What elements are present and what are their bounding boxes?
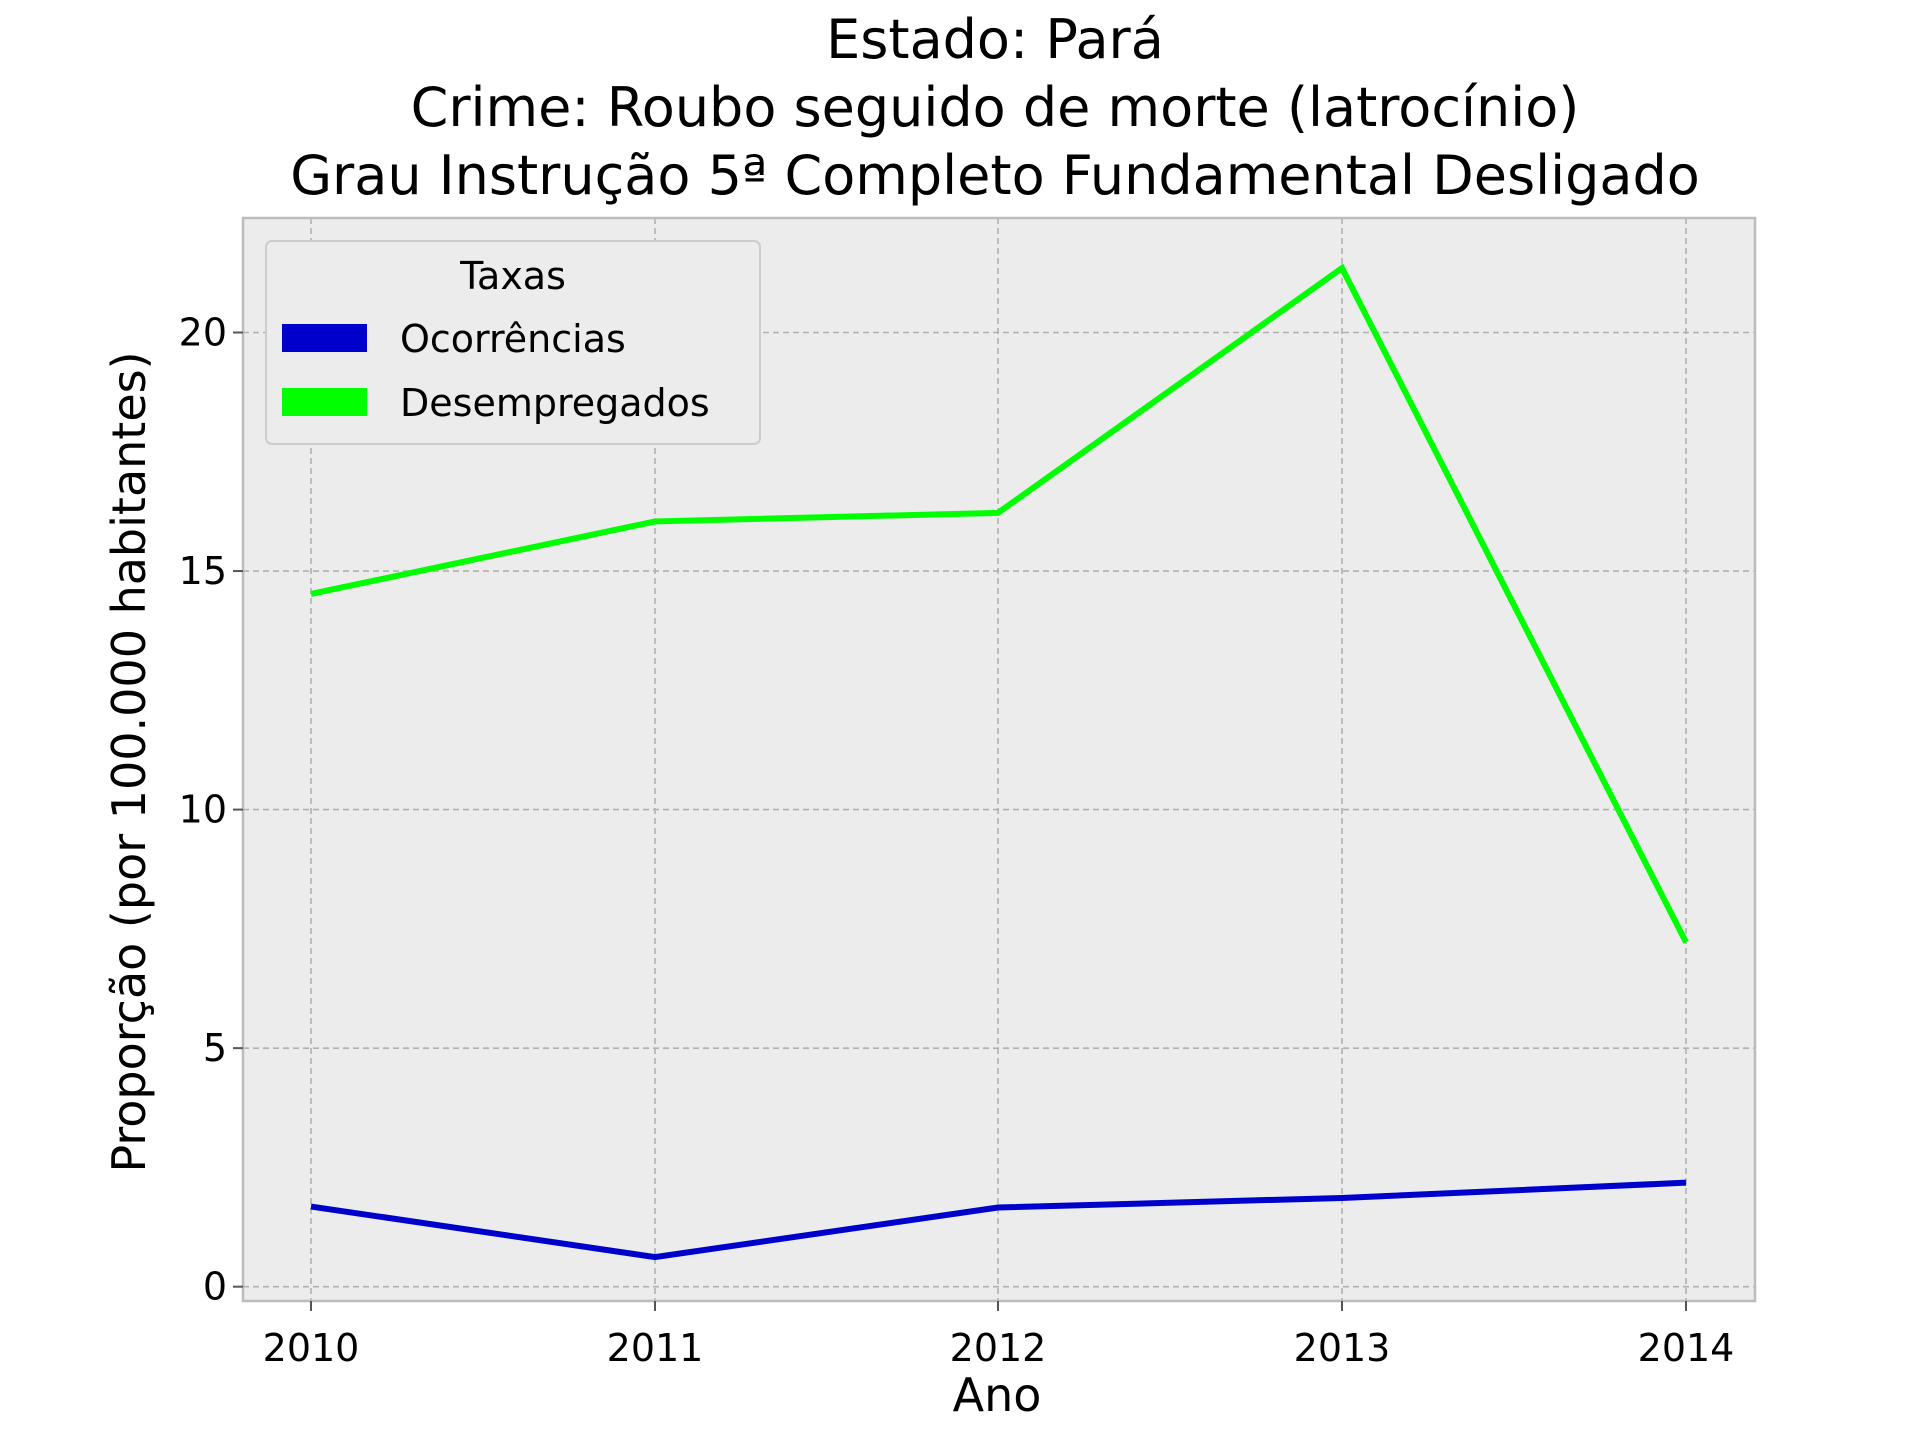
legend-label-desempregados: Desempregados <box>400 381 710 425</box>
x-tick-label-2010: 2010 <box>263 1326 360 1370</box>
legend-swatch-ocorrencias <box>282 324 367 352</box>
legend-title: Taxas <box>459 254 566 298</box>
legend: Taxas Ocorrências Desempregados <box>265 240 761 445</box>
series-lines <box>310 263 1689 1261</box>
y-tick-label-10: 10 <box>179 788 227 832</box>
x-tick-label-2011: 2011 <box>607 1326 704 1370</box>
title-line-2: Crime: Roubo seguido de morte (latrocíni… <box>411 76 1580 139</box>
ticks: 2010 2011 2012 2013 2014 0 5 10 15 20 <box>179 311 1735 1370</box>
y-tick-label-20: 20 <box>179 311 227 355</box>
series-line-desempregados <box>310 263 1689 944</box>
x-tick-label-2014: 2014 <box>1638 1326 1735 1370</box>
series-line-ocorrencias <box>310 1179 1687 1261</box>
y-tick-label-0: 0 <box>203 1265 227 1309</box>
title-line-1: Estado: Pará <box>826 8 1164 71</box>
title-line-3: Grau Instrução 5ª Completo Fundamental D… <box>290 144 1700 207</box>
legend-box <box>265 240 761 445</box>
grid <box>243 218 1755 1301</box>
legend-label-ocorrencias: Ocorrências <box>400 317 626 361</box>
x-tick-label-2012: 2012 <box>950 1326 1047 1370</box>
y-tick-label-15: 15 <box>179 549 227 593</box>
chart-title: Estado: Pará Crime: Roubo seguido de mor… <box>290 8 1700 207</box>
x-axis-label: Ano <box>953 1368 1042 1422</box>
legend-swatch-desempregados <box>282 388 367 416</box>
y-tick-label-5: 5 <box>203 1026 227 1070</box>
y-axis-label: Proporção (por 100.000 habitantes) <box>102 351 156 1172</box>
x-tick-label-2013: 2013 <box>1294 1326 1391 1370</box>
